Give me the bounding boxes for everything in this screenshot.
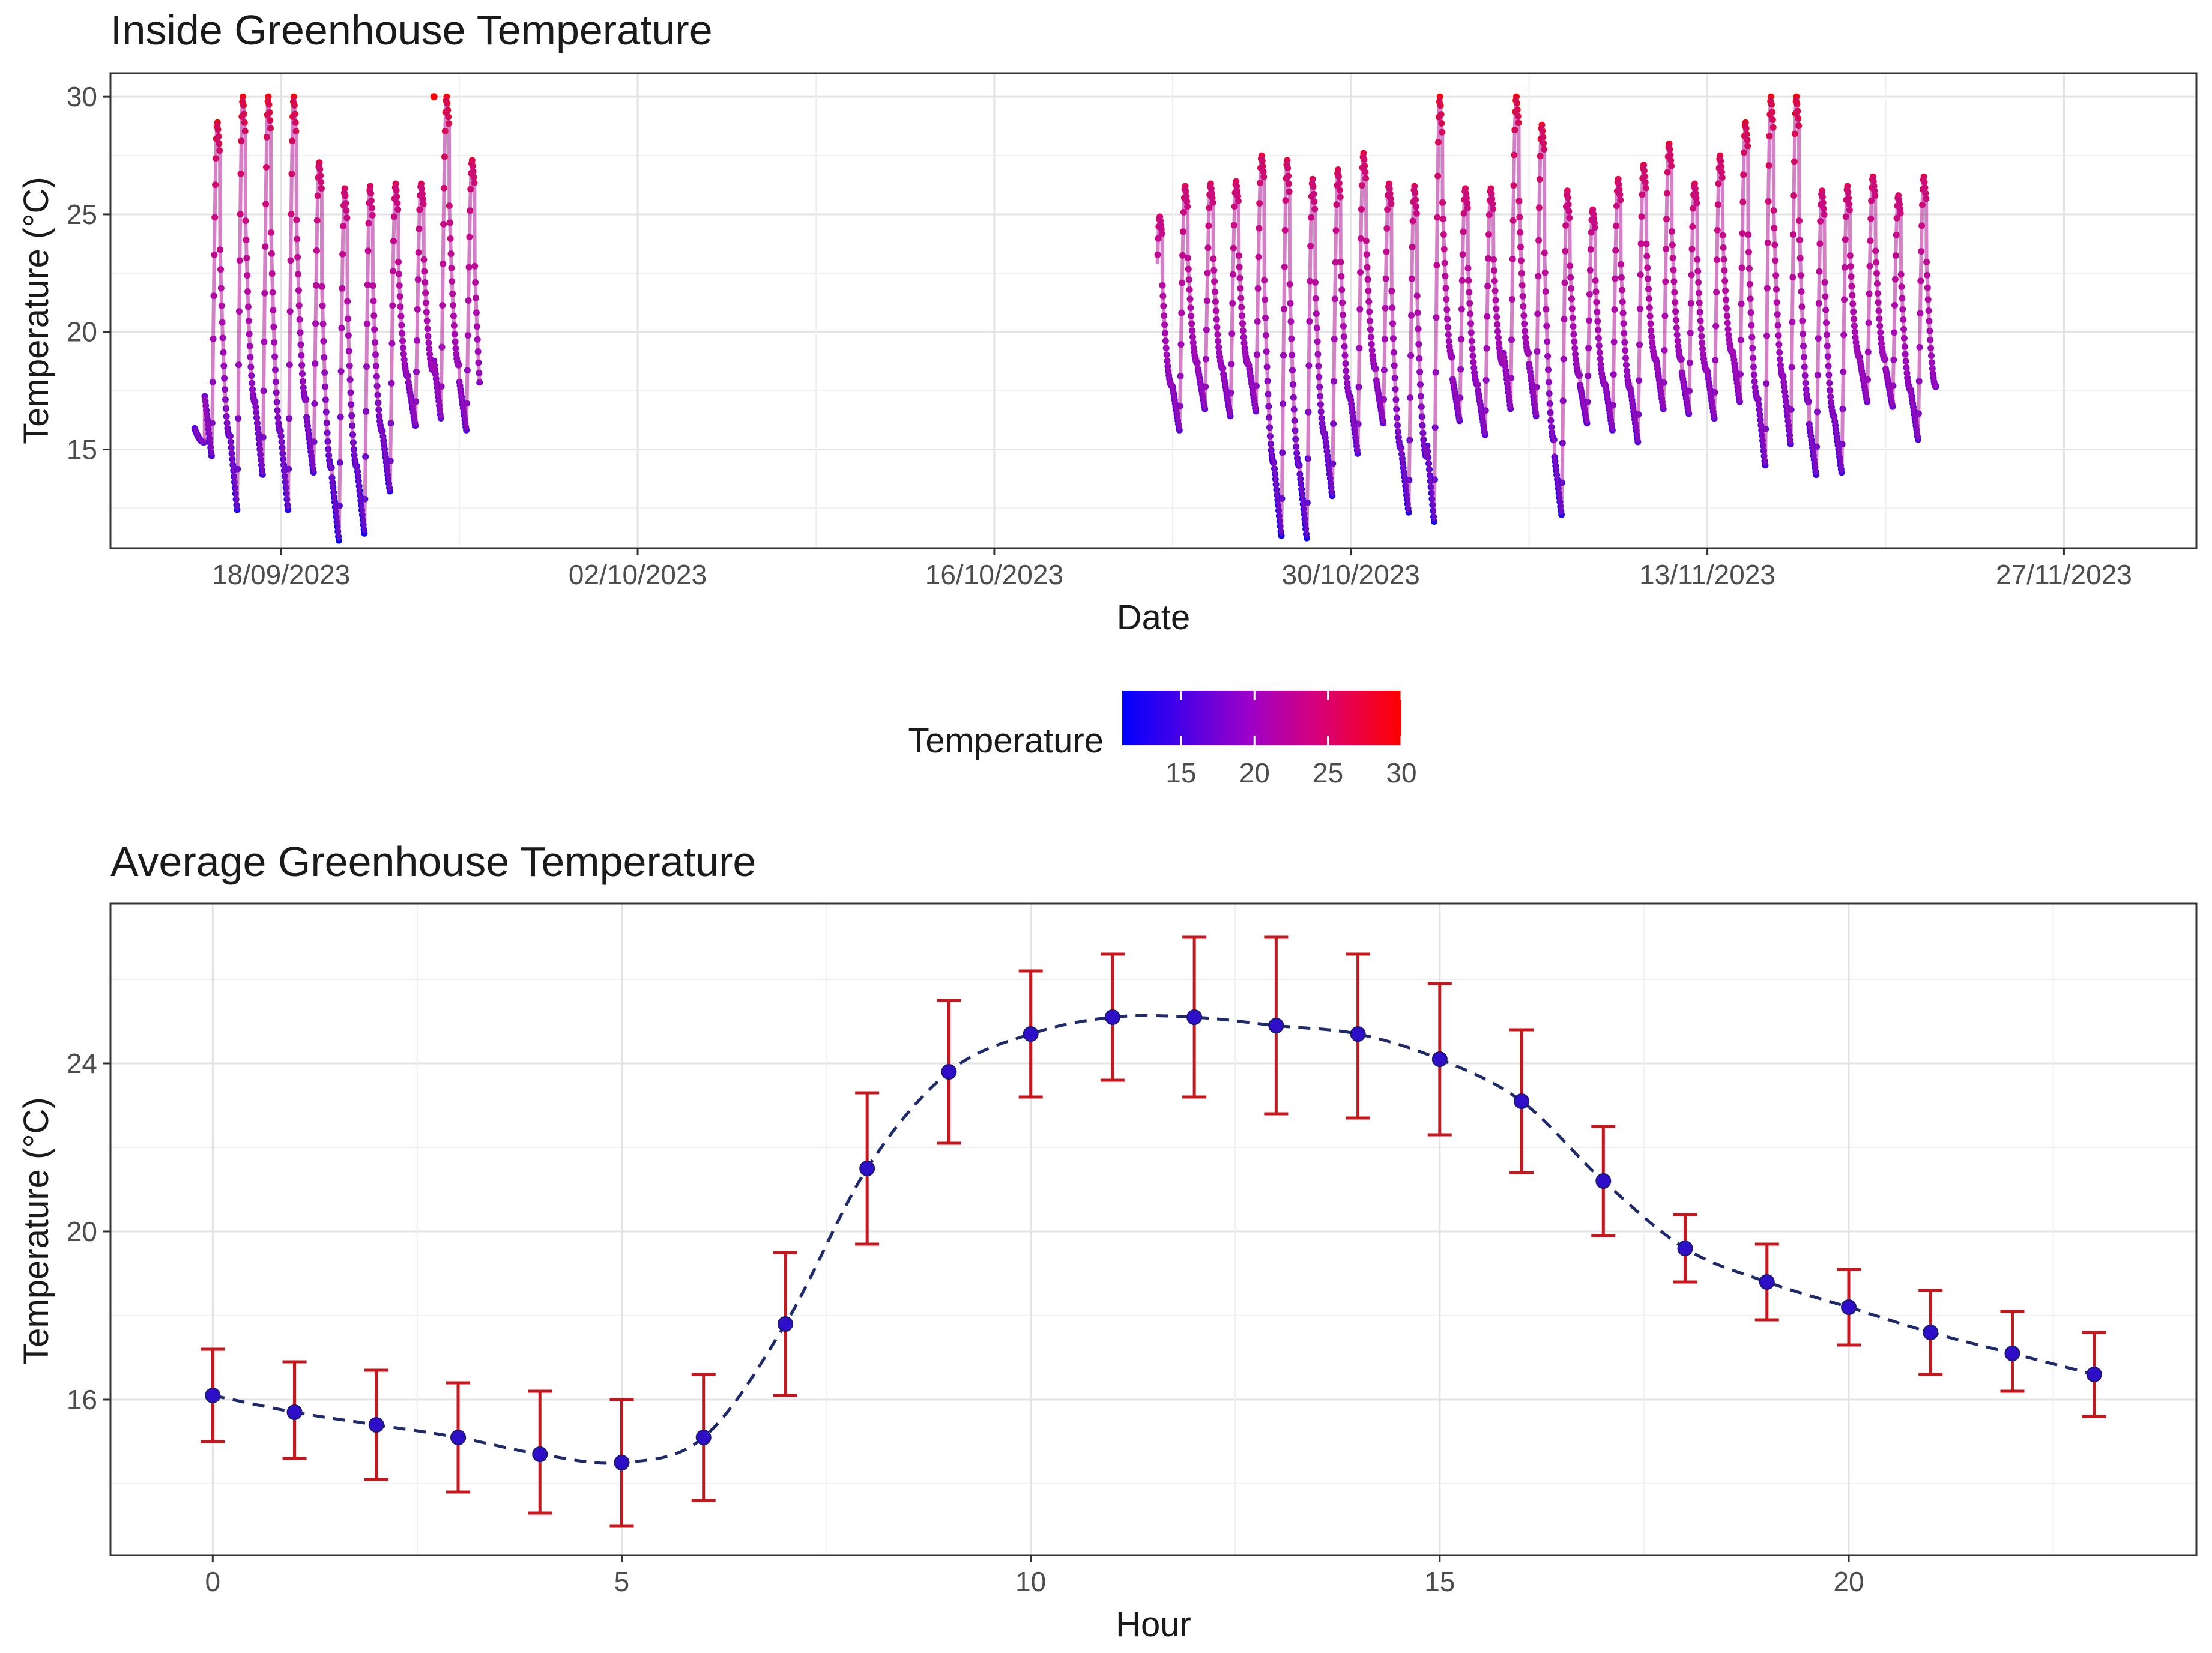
top-x-tick-label: 16/10/2023 [925,559,1063,590]
bottom-data-point [859,1161,875,1176]
legend-tick-label: 15 [1165,757,1196,788]
bottom-data-point [941,1064,957,1080]
bottom-data-point [1759,1274,1775,1290]
legend-ticks: 15 20 25 30 [1165,691,1417,788]
legend-tick-label: 30 [1386,757,1416,788]
bottom-data-point [1923,1325,1939,1340]
top-y-tick-label: 15 [67,434,97,465]
top-x-axis-label: Date [1117,598,1191,637]
bottom-data-point [614,1455,630,1470]
top-y-tick-label: 20 [67,316,97,348]
legend-title: Temperature [908,721,1104,760]
top-x-tick-label: 30/10/2023 [1282,559,1420,590]
bottom-data-point [1186,1009,1203,1025]
top-chart: Inside Greenhouse Temperature 15 20 25 30 1… [17,7,2198,637]
top-x-tick-label: 18/09/2023 [212,559,350,590]
bottom-data-point [450,1430,466,1445]
bottom-data-point [1841,1299,1857,1315]
bottom-data-point [695,1430,712,1445]
top-x-tick-label: 27/11/2023 [1996,559,2132,590]
legend-colorbar [1122,691,1401,745]
top-y-tick-label: 30 [67,81,97,112]
bottom-data-point [205,1388,221,1403]
top-x-tick-label: 13/11/2023 [1639,559,1775,590]
bottom-data-point [1350,1026,1366,1042]
bottom-y-tick-label: 16 [67,1384,97,1415]
bottom-plot-border [109,902,2198,1556]
bottom-data-point [1677,1241,1693,1256]
bottom-data-point [2086,1367,2102,1382]
top-x-tick-label: 02/10/2023 [569,559,707,590]
legend-tick-label: 25 [1313,757,1343,788]
top-series-line-2 [1155,96,1938,539]
bottom-mean-line [212,1014,2095,1465]
bottom-data-point [1104,1009,1120,1025]
bottom-data-point [2004,1346,2020,1361]
bottom-x-tick-label: 5 [614,1566,630,1597]
bottom-data-point [1268,1018,1284,1033]
bottom-data-point [1431,1051,1448,1067]
top-series [191,93,1939,544]
bottom-data-point [1595,1173,1612,1189]
top-outlier-point [430,93,438,101]
bottom-chart-title: Average Greenhouse Temperature [110,838,756,885]
top-y-axis-label: Temperature (°C) [17,177,56,444]
bottom-x-tick-label: 10 [1015,1566,1046,1597]
bottom-x-tick-label: 0 [205,1566,220,1597]
bottom-x-tick-label: 20 [1833,1566,1864,1597]
bottom-grid [110,904,2196,1555]
bottom-y-tick-label: 24 [67,1048,97,1079]
color-legend: Temperature 15 20 25 30 [908,691,1417,788]
top-y-tick-label: 25 [67,199,97,230]
top-x-ticks: 18/09/2023 02/10/2023 16/10/2023 30/10/2023… [212,548,2132,590]
bottom-chart: Average Greenhouse Temperature 16 20 24 0 5… [17,838,2198,1644]
bottom-x-tick-label: 15 [1424,1566,1455,1597]
bottom-x-axis-label: Hour [1116,1605,1191,1644]
bottom-data-point [532,1446,548,1462]
bottom-y-tick-label: 20 [67,1216,97,1247]
bottom-series [201,935,2106,1528]
top-grid [110,73,2196,548]
bottom-data-point [368,1417,384,1433]
top-series-line-1 [193,96,482,541]
legend-tick-label: 20 [1239,757,1270,788]
top-chart-title: Inside Greenhouse Temperature [110,7,713,53]
bottom-data-point [1023,1026,1039,1042]
bottom-y-axis-label: Temperature (°C) [17,1097,56,1364]
bottom-x-ticks: 0 5 10 15 20 [205,1555,1864,1597]
bottom-data-point [777,1316,793,1332]
top-plot-border [109,72,2198,549]
bottom-y-ticks: 16 20 24 [67,1048,110,1415]
bottom-data-point [1514,1093,1530,1109]
bottom-data-point [286,1404,303,1420]
top-y-ticks: 15 20 25 30 [67,81,110,465]
